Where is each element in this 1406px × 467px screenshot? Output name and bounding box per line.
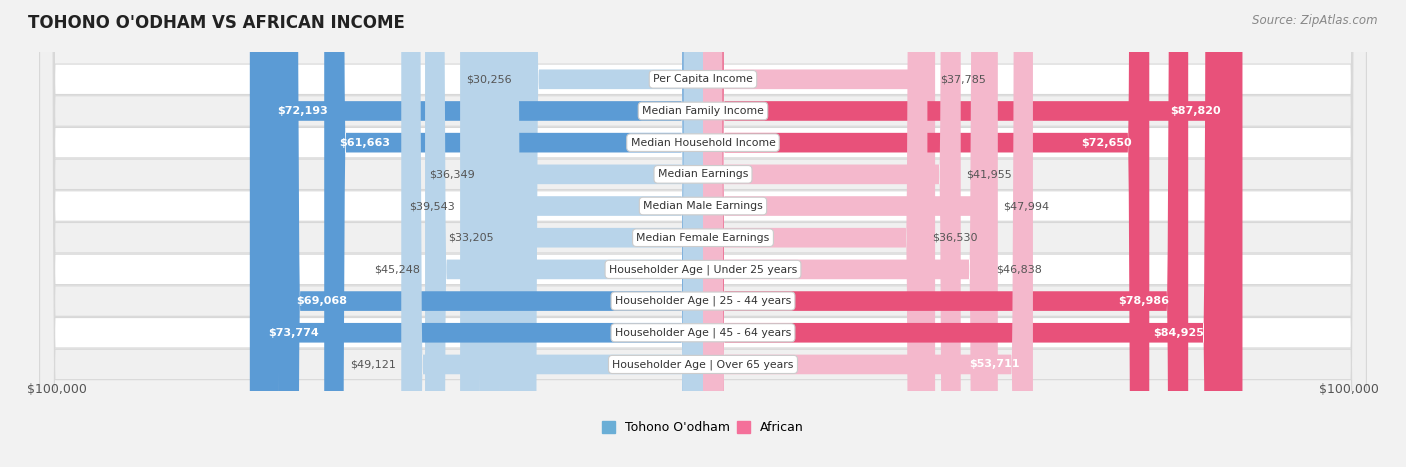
FancyBboxPatch shape — [39, 0, 1367, 467]
Text: $73,774: $73,774 — [269, 328, 319, 338]
Text: $72,650: $72,650 — [1081, 138, 1132, 148]
Text: TOHONO O'ODHAM VS AFRICAN INCOME: TOHONO O'ODHAM VS AFRICAN INCOME — [28, 14, 405, 32]
Text: Median Household Income: Median Household Income — [630, 138, 776, 148]
Text: Householder Age | 25 - 44 years: Householder Age | 25 - 44 years — [614, 296, 792, 306]
FancyBboxPatch shape — [703, 0, 960, 467]
FancyBboxPatch shape — [39, 0, 1367, 467]
Text: Median Male Earnings: Median Male Earnings — [643, 201, 763, 211]
Text: $72,193: $72,193 — [277, 106, 328, 116]
FancyBboxPatch shape — [39, 0, 1367, 467]
Text: $39,543: $39,543 — [409, 201, 456, 211]
Text: $47,994: $47,994 — [1002, 201, 1049, 211]
FancyBboxPatch shape — [39, 0, 1367, 467]
FancyBboxPatch shape — [39, 0, 1367, 467]
FancyBboxPatch shape — [499, 0, 703, 467]
FancyBboxPatch shape — [460, 0, 703, 467]
Text: $100,000: $100,000 — [1319, 382, 1379, 396]
FancyBboxPatch shape — [703, 0, 998, 467]
Text: $49,121: $49,121 — [350, 360, 396, 369]
Text: Householder Age | Under 25 years: Householder Age | Under 25 years — [609, 264, 797, 275]
FancyBboxPatch shape — [401, 0, 703, 467]
Text: $61,663: $61,663 — [339, 138, 391, 148]
FancyBboxPatch shape — [39, 0, 1367, 467]
FancyBboxPatch shape — [703, 0, 1033, 467]
Text: $45,248: $45,248 — [374, 264, 420, 275]
FancyBboxPatch shape — [703, 0, 1225, 467]
Text: Median Earnings: Median Earnings — [658, 170, 748, 179]
FancyBboxPatch shape — [703, 0, 928, 467]
Text: $30,256: $30,256 — [467, 74, 512, 84]
Text: $46,838: $46,838 — [995, 264, 1042, 275]
FancyBboxPatch shape — [278, 0, 703, 467]
FancyBboxPatch shape — [39, 0, 1367, 467]
Text: Householder Age | 45 - 64 years: Householder Age | 45 - 64 years — [614, 327, 792, 338]
FancyBboxPatch shape — [260, 0, 703, 467]
Text: $37,785: $37,785 — [941, 74, 986, 84]
FancyBboxPatch shape — [479, 0, 703, 467]
Text: $69,068: $69,068 — [295, 296, 347, 306]
FancyBboxPatch shape — [39, 0, 1367, 467]
FancyBboxPatch shape — [703, 0, 935, 467]
FancyBboxPatch shape — [517, 0, 703, 467]
Text: $87,820: $87,820 — [1170, 106, 1220, 116]
Text: $100,000: $100,000 — [27, 382, 87, 396]
Text: $78,986: $78,986 — [1118, 296, 1168, 306]
FancyBboxPatch shape — [325, 0, 703, 467]
FancyBboxPatch shape — [703, 0, 991, 467]
Text: $36,349: $36,349 — [429, 170, 475, 179]
Text: $33,205: $33,205 — [449, 233, 494, 243]
FancyBboxPatch shape — [39, 0, 1367, 467]
FancyBboxPatch shape — [250, 0, 703, 467]
Text: $53,711: $53,711 — [969, 360, 1019, 369]
Text: Per Capita Income: Per Capita Income — [652, 74, 754, 84]
Legend: Tohono O'odham, African: Tohono O'odham, African — [598, 417, 808, 439]
Text: Householder Age | Over 65 years: Householder Age | Over 65 years — [612, 359, 794, 370]
Text: Median Female Earnings: Median Female Earnings — [637, 233, 769, 243]
Text: $36,530: $36,530 — [932, 233, 977, 243]
FancyBboxPatch shape — [425, 0, 703, 467]
FancyBboxPatch shape — [703, 0, 1243, 467]
Text: Source: ZipAtlas.com: Source: ZipAtlas.com — [1253, 14, 1378, 27]
FancyBboxPatch shape — [703, 0, 1188, 467]
Text: $84,925: $84,925 — [1153, 328, 1204, 338]
FancyBboxPatch shape — [703, 0, 1149, 467]
Text: $41,955: $41,955 — [966, 170, 1011, 179]
Text: Median Family Income: Median Family Income — [643, 106, 763, 116]
FancyBboxPatch shape — [39, 0, 1367, 467]
